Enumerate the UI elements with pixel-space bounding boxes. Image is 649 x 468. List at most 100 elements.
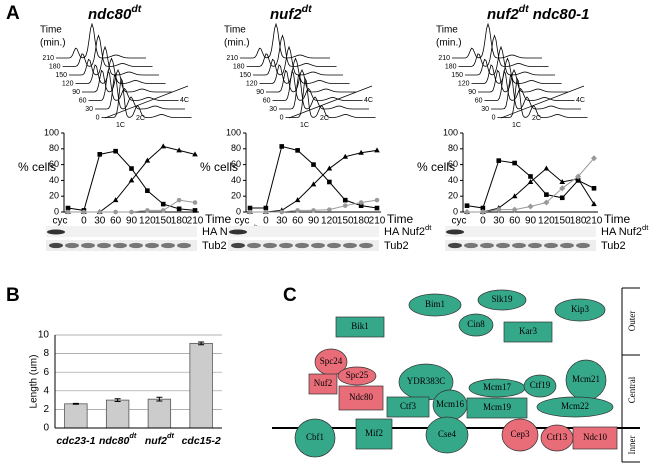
flow-histogram (253, 45, 343, 76)
flow-axis-label: Time (436, 25, 458, 36)
x-tick-label-part: ndc80 (99, 435, 130, 447)
marker (294, 197, 301, 203)
x-tick-label: 180 (570, 216, 587, 227)
marker (192, 200, 198, 205)
protein-oval (408, 293, 462, 317)
blot-band (496, 242, 510, 249)
blot-band (81, 242, 95, 249)
protein-oval (294, 418, 336, 458)
y-axis-label: Length (um) (29, 355, 40, 409)
marker (358, 149, 364, 155)
marker (176, 206, 182, 212)
flow-time-label: 30 (85, 106, 93, 113)
bar (105, 399, 130, 429)
flow-histogram (246, 34, 337, 67)
protein-label: YDR383C (407, 376, 446, 386)
flow-histogram (240, 22, 330, 59)
chart-title-part: ndc80-1 (529, 6, 590, 23)
flow-time-label: 120 (246, 80, 258, 87)
protein-label: Mcm21 (572, 374, 600, 384)
y-tick-label: 4 (43, 385, 49, 396)
marker (464, 209, 470, 215)
flow-time-label: 210 (438, 55, 450, 62)
marker (358, 200, 364, 205)
protein-label: Spc24 (320, 356, 343, 366)
marker (327, 179, 332, 185)
protein-box (308, 373, 338, 395)
marker (65, 209, 71, 215)
panel-label: A (6, 3, 20, 24)
marker (374, 197, 380, 203)
flow-time-label: 180 (233, 63, 245, 70)
marker (176, 147, 182, 153)
marker (144, 157, 151, 163)
protein-oval (536, 396, 614, 418)
chart-title: ndc80dt (88, 3, 142, 23)
marker (327, 207, 332, 212)
blot-band (480, 242, 494, 249)
marker (160, 201, 166, 207)
marker (65, 205, 71, 211)
y-axis-label: % cells (18, 160, 56, 174)
blot-band (576, 242, 590, 249)
flow-time-label: 60 (79, 97, 87, 104)
flow-time-label: 120 (62, 80, 74, 87)
x-tick-label: 90 (525, 216, 537, 227)
x-tick-label: 30 (94, 216, 106, 227)
blot-band (129, 242, 143, 249)
marker (543, 199, 550, 206)
flow-time-label: 150 (55, 72, 67, 79)
y-tick-label: 8 (43, 348, 49, 359)
y-tick-label: 80 (448, 143, 458, 153)
protein-label: Slk19 (491, 294, 513, 304)
blot-strip (46, 226, 197, 237)
protein-box (572, 426, 618, 450)
flow-histogram (484, 70, 575, 101)
marker (559, 185, 566, 192)
x-tick-label: 120 (321, 216, 338, 227)
x-tick-label-part: cdc23-1 (56, 435, 95, 447)
protein-label: Cep3 (511, 429, 530, 439)
chart-title: nuf2dt ndc80-1 (487, 3, 589, 23)
flow-time-label: 30 (269, 106, 277, 113)
flow-time-label: 0 (492, 114, 496, 121)
marker (374, 147, 380, 153)
bar (189, 342, 213, 429)
protein-label: Spc25 (346, 370, 369, 380)
flow-time-label: 120 (458, 80, 470, 87)
flow-time-label: 60 (475, 97, 483, 104)
blot-band (263, 242, 277, 249)
x-axis-label: Time (604, 212, 631, 226)
blot-band (359, 242, 373, 249)
marker (295, 208, 300, 213)
marker (129, 166, 134, 171)
blot-band (231, 242, 245, 249)
y-tick-label: 60 (49, 159, 59, 169)
flow-time-label: 90 (468, 89, 476, 96)
chart-title-part: nuf2 (270, 6, 302, 23)
x-tick-label: 150 (337, 216, 354, 227)
chart-title-part: ndc80 (88, 6, 132, 23)
flow-histogram (82, 69, 172, 93)
blot-band (311, 242, 325, 249)
y-tick-label: 40 (231, 175, 241, 185)
marker (479, 209, 486, 215)
y-tick-label: 0 (43, 423, 49, 434)
y-tick-label: 100 (226, 127, 241, 137)
x-tick-label: 0 (480, 216, 486, 227)
blot-band (512, 242, 526, 249)
flow-histogram (465, 45, 555, 76)
protein-box (355, 418, 393, 450)
flow-time-label: 180 (445, 63, 457, 70)
flow-peak-label: 1C (512, 122, 521, 129)
flow-histogram (56, 22, 146, 59)
x-axis-label: Time (387, 212, 414, 226)
x-tick-label: cdc23-1 (56, 435, 95, 447)
x-tick-label: 150 (155, 216, 172, 227)
y-tick-label: 0 (236, 206, 241, 216)
bar (64, 403, 88, 429)
blot-label: HA Nuf2dt (601, 223, 649, 238)
blot-label-part: Tub2 (202, 240, 227, 252)
blot-band (47, 229, 65, 235)
marker (495, 206, 502, 213)
